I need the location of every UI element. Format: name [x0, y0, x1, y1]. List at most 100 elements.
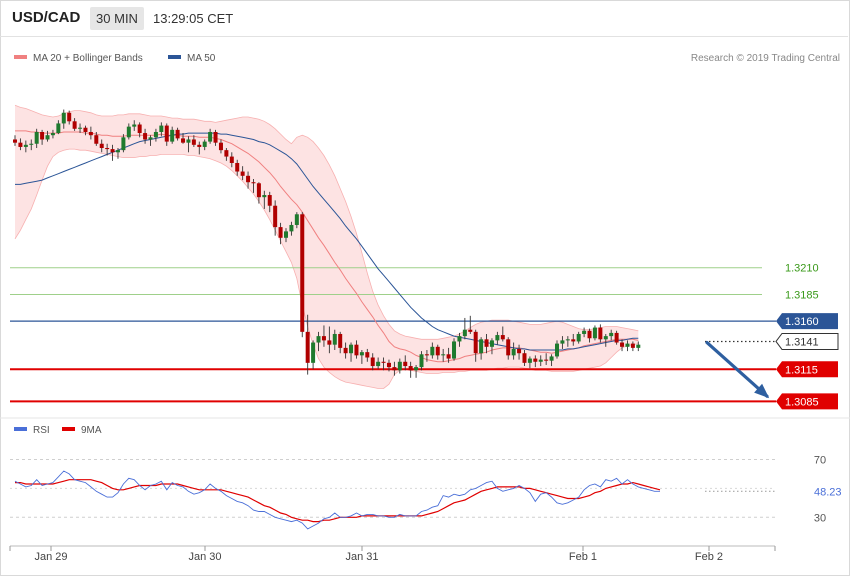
candle-body [78, 127, 83, 129]
candle-body [359, 352, 364, 356]
candle-body [392, 367, 397, 371]
candle-body [246, 175, 251, 183]
candle-body [397, 361, 402, 371]
ma50-legend-swatch [168, 55, 181, 59]
price-tag-1.3085: 1.3085 [776, 393, 838, 410]
time-axis-label: Jan 31 [345, 551, 378, 563]
candle-body [625, 343, 630, 347]
candle-body [609, 332, 614, 337]
candle-body [256, 183, 261, 198]
candle-body [18, 142, 23, 147]
candle-body [251, 182, 256, 184]
price-tag-text: 1.3085 [785, 396, 819, 408]
candle-body [29, 143, 34, 145]
candle-body [327, 340, 332, 345]
price-tag-text: 1.3141 [785, 336, 819, 348]
candle-body [267, 195, 272, 206]
price-tag-text: 1.3185 [785, 289, 819, 301]
candle-body [598, 327, 603, 340]
copyright-text: Research © 2019 Trading Central [691, 53, 840, 64]
candle-body [565, 339, 570, 341]
candle-body [511, 348, 516, 356]
header-divider [0, 36, 848, 37]
candle-body [435, 346, 440, 356]
candle-body [240, 171, 245, 176]
candle-body [132, 124, 137, 127]
candle-body [349, 344, 354, 354]
candle-body [148, 137, 153, 140]
time-axis-label: Feb 1 [569, 551, 597, 563]
price-tag-text: 1.3210 [785, 263, 819, 275]
ma20-legend-label: MA 20 + Bollinger Bands [33, 53, 143, 64]
candle-body [544, 359, 549, 361]
candle-body [343, 347, 348, 354]
candle-body [495, 335, 500, 341]
candle-body [555, 343, 559, 357]
candle-body [430, 346, 435, 356]
price-tag-1.3185: 1.3185 [785, 289, 819, 301]
candle-body [370, 357, 375, 367]
price-tag-box [776, 313, 838, 330]
main-plot: 1.3210 1.3185 1.3160 1.3141 1.3115 1.3085 [0, 104, 850, 419]
candle-body [213, 131, 218, 143]
candle-body [614, 332, 619, 343]
candle-body [224, 150, 229, 157]
candle-body [571, 339, 576, 342]
candle-body [365, 352, 370, 358]
time-axis: Jan 29 Jan 30 Jan 31 Feb 1 Feb 2 [9, 545, 776, 563]
candle-body [159, 125, 164, 132]
price-tag-box [776, 393, 838, 410]
candle-body [316, 336, 321, 343]
projection-arrow-head [754, 383, 770, 399]
candle-body [332, 333, 337, 345]
candle-body [522, 353, 527, 363]
candle-body [67, 112, 72, 122]
candle-body [137, 124, 142, 134]
rsi-level-label: 30 [814, 512, 826, 524]
candle-body [45, 135, 50, 140]
candle-body [549, 356, 554, 361]
candle-body [408, 366, 413, 371]
candle-body [620, 342, 625, 347]
rsi-legend-swatch [14, 427, 27, 431]
candle-body [34, 131, 39, 144]
candle-body [630, 343, 635, 348]
rsi-last-value: 48.23 [814, 486, 842, 498]
candle-body [560, 340, 565, 344]
candle-body [273, 205, 278, 228]
candle-body [500, 335, 505, 340]
candle-body [527, 358, 532, 363]
candle-body [262, 195, 267, 198]
candle-body [376, 361, 381, 367]
chart-header: USD/CAD 30 MIN 13:29:05 CET [0, 0, 848, 36]
candle-body [300, 214, 305, 332]
candle-body [83, 127, 88, 132]
rsi-plot: 70 30 48.23 [10, 454, 842, 530]
rsi-legend-label: RSI [33, 425, 50, 436]
ma20-legend-swatch [14, 55, 27, 59]
candle-body [517, 348, 522, 354]
candle-body [50, 133, 55, 136]
candle-body [284, 231, 288, 238]
candle-body [403, 361, 408, 367]
time-axis-label: Jan 29 [34, 551, 67, 563]
timeframe-button[interactable]: 30 MIN [90, 7, 144, 30]
candle-body [533, 358, 538, 362]
candle-body [468, 329, 473, 332]
candle-body [592, 327, 597, 339]
candle-body [191, 139, 196, 145]
candle-body [489, 340, 494, 347]
timestamp: 13:29:05 CET [153, 11, 234, 26]
candle-body [294, 214, 299, 225]
candle-body [164, 125, 169, 142]
candle-body [229, 156, 234, 163]
candle-body [576, 333, 581, 342]
candle-body [446, 354, 451, 359]
ma50-legend-label: MA 50 [187, 53, 216, 64]
rsi-line [14, 470, 660, 530]
candle-body [13, 139, 17, 143]
candle-body [603, 336, 608, 340]
candle-body [484, 339, 489, 347]
rsi-level-label: 70 [814, 454, 826, 466]
